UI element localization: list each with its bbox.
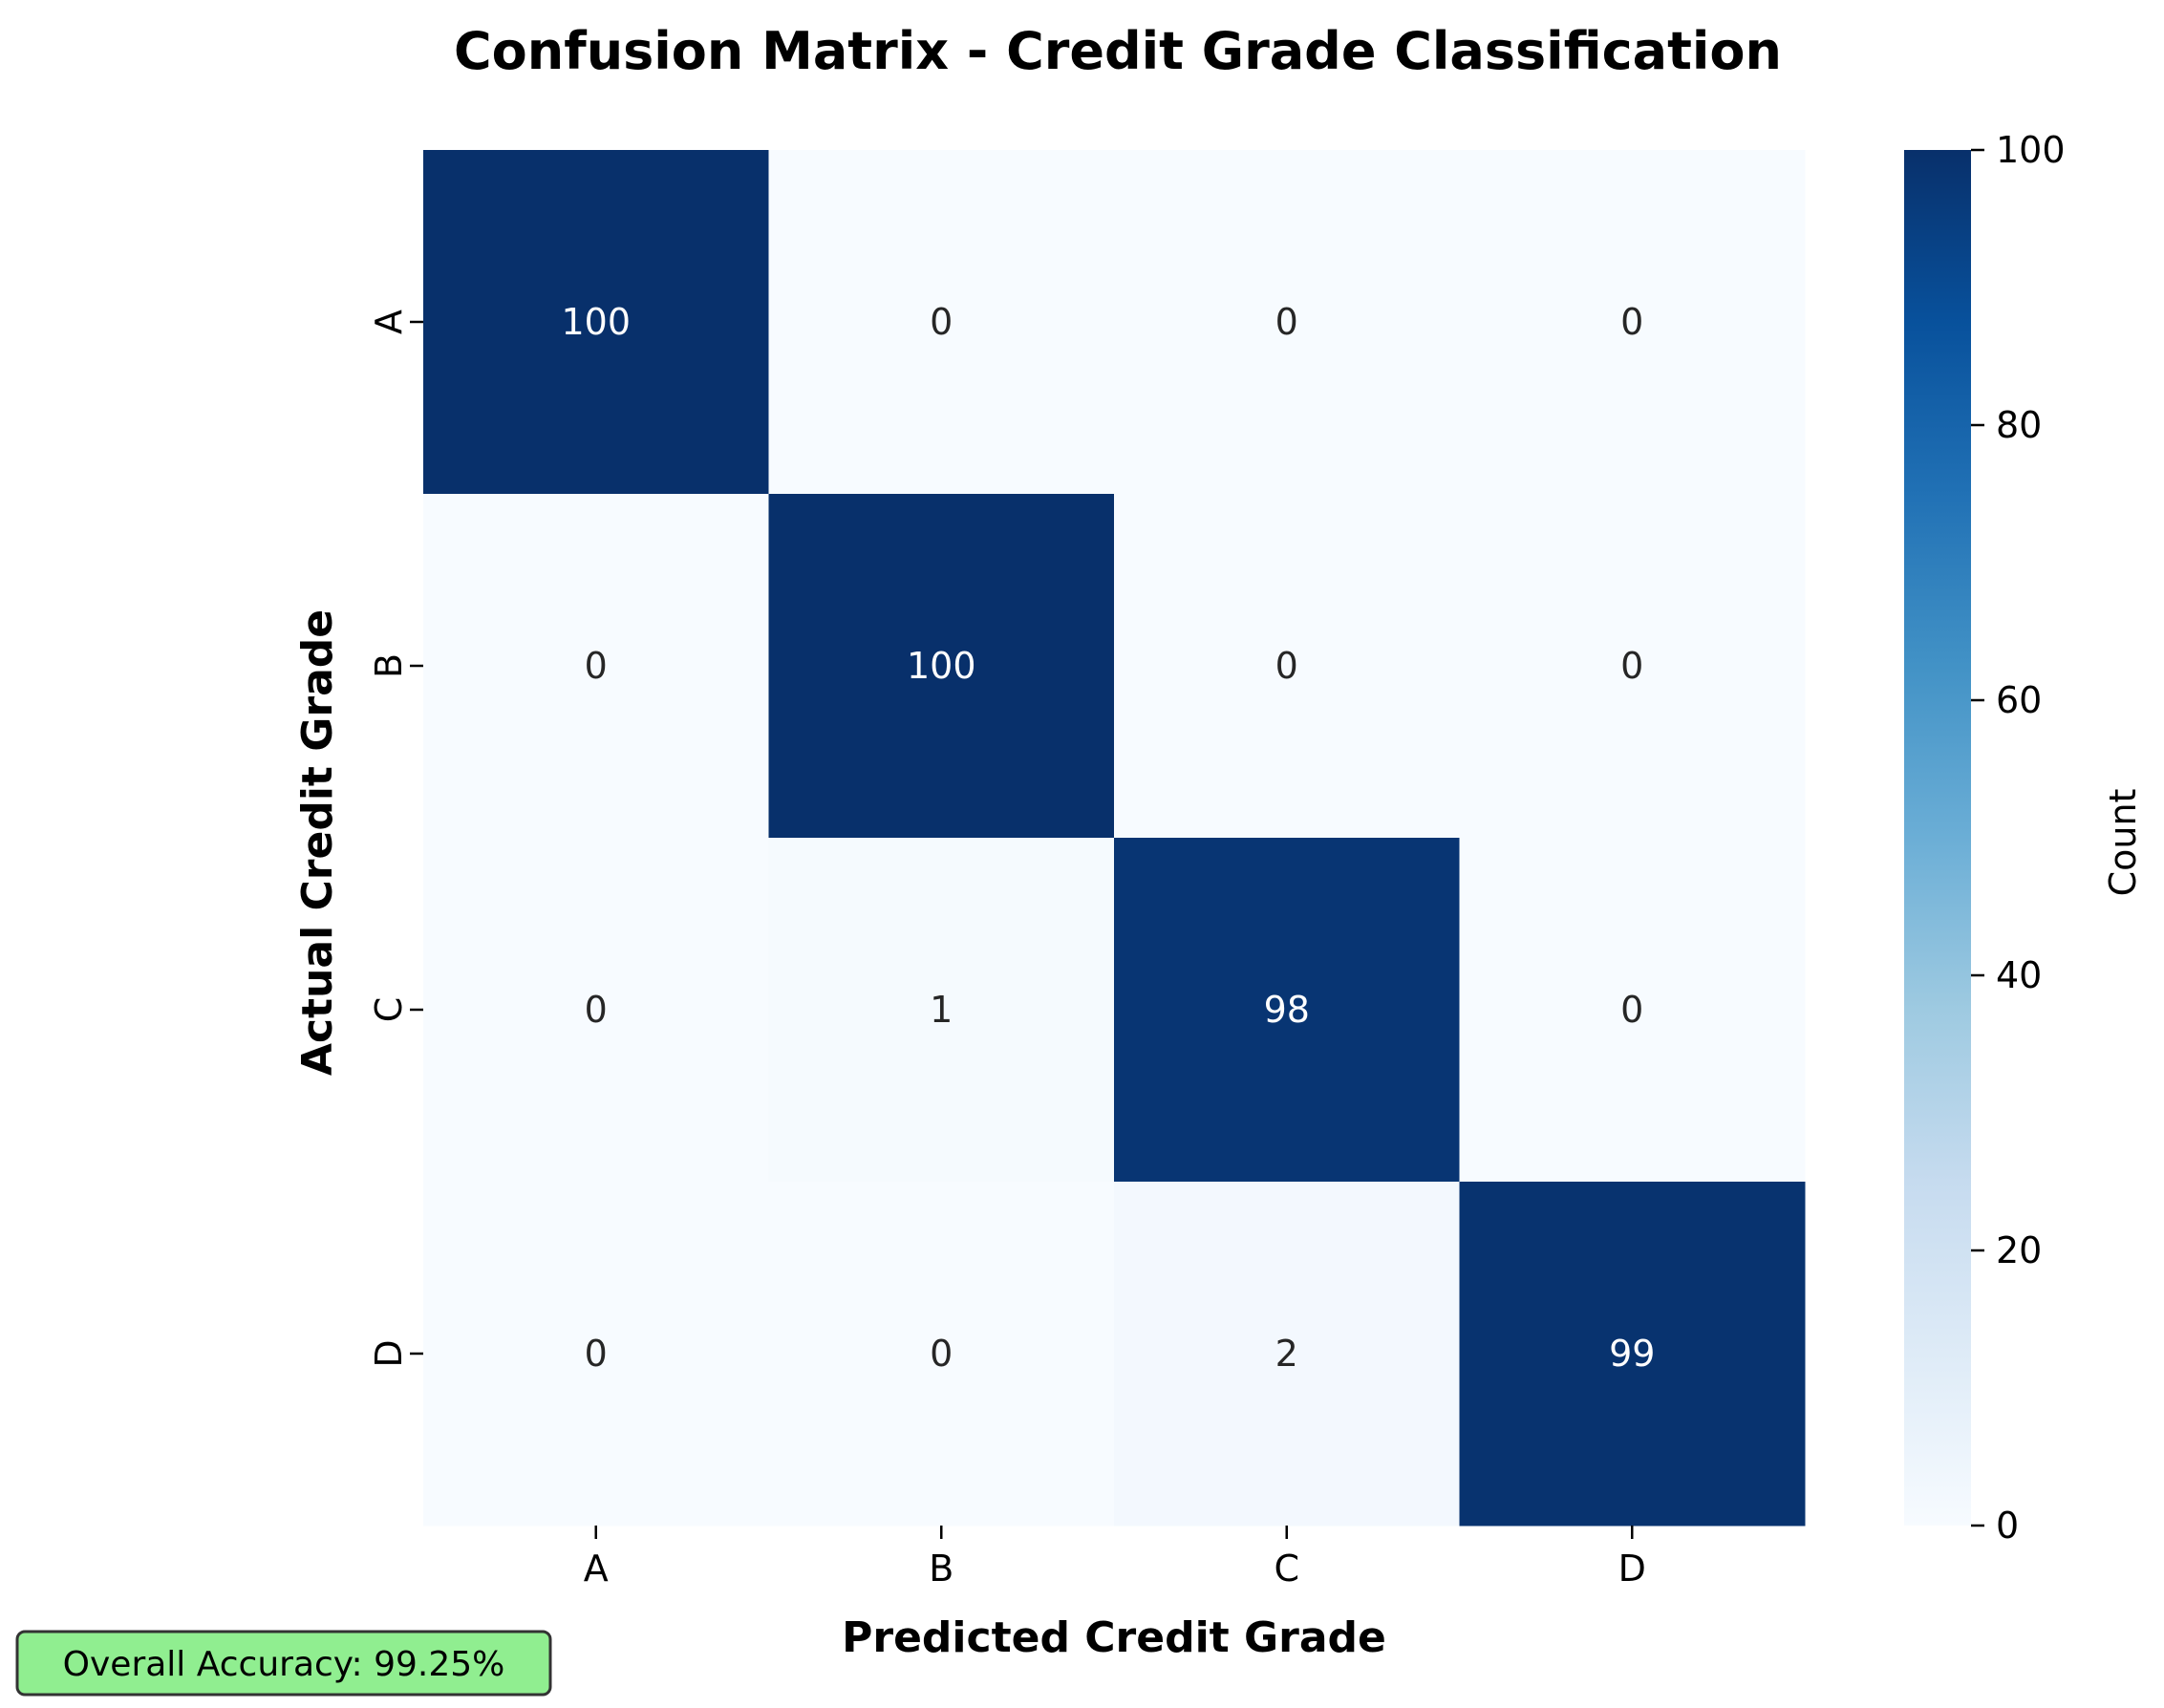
colorbar-tick-label: 20 — [1996, 1229, 2042, 1271]
cell-value-label: 100 — [561, 301, 631, 343]
heatmap-cell — [1459, 1182, 1806, 1527]
colorbar-tick-label: 0 — [1996, 1505, 2019, 1547]
cell-value-label: 0 — [585, 645, 608, 687]
cell-value-label: 1 — [930, 989, 953, 1031]
cell-value-label: 99 — [1609, 1333, 1655, 1375]
accuracy-badge-box — [15, 1630, 552, 1697]
accuracy-badge: Overall Accuracy: 99.25% — [15, 1630, 552, 1697]
heatmap-cells — [423, 150, 1806, 1527]
cell-value-label: 0 — [1275, 301, 1298, 343]
heatmap-cell — [1114, 838, 1460, 1183]
x-tick-label: D — [1618, 1548, 1646, 1590]
cell-value-label: 100 — [907, 645, 976, 687]
colorbar-tick-label: 40 — [1996, 954, 2042, 996]
y-tick-label: A — [368, 310, 410, 334]
cell-value-label: 0 — [1275, 645, 1298, 687]
x-axis-ticks: A B C D — [584, 1526, 1646, 1590]
heatmap-cell — [1459, 494, 1806, 839]
cell-value-label: 0 — [585, 989, 608, 1031]
accuracy-badge-text: Overall Accuracy: 99.25% — [63, 1645, 505, 1684]
colorbar-ticks: 0 20 40 60 80 100 — [1971, 129, 2066, 1547]
heatmap-cell — [423, 494, 769, 839]
heatmap-cell — [1114, 1182, 1460, 1527]
heatmap-cell-labels: 100 0 0 0 0 100 0 0 0 1 98 0 0 0 2 99 — [561, 301, 1655, 1375]
cell-value-label: 0 — [930, 301, 953, 343]
colorbar-tick-label: 100 — [1996, 129, 2066, 171]
x-tick-label: B — [929, 1548, 953, 1590]
cell-value-label: 0 — [1620, 301, 1643, 343]
cell-value-label: 0 — [1620, 989, 1643, 1031]
cell-value-label: 0 — [930, 1333, 953, 1375]
colorbar-tick-label: 60 — [1996, 679, 2042, 721]
y-tick-label: C — [368, 997, 410, 1023]
heatmap-cell — [423, 150, 769, 495]
cell-value-label: 98 — [1264, 989, 1310, 1031]
colorbar — [1904, 150, 1971, 1526]
heatmap-cell — [768, 494, 1115, 839]
heatmap-cell — [768, 838, 1115, 1183]
heatmap-cell — [768, 150, 1115, 495]
cell-value-label: 2 — [1275, 1333, 1298, 1375]
heatmap-cell — [1114, 494, 1460, 839]
colorbar-label: Count — [2102, 789, 2144, 897]
heatmap-cell — [1459, 838, 1806, 1183]
heatmap-cell — [423, 838, 769, 1183]
x-tick-label: C — [1274, 1548, 1299, 1590]
heatmap-cell — [423, 1182, 769, 1527]
cell-value-label: 0 — [1620, 645, 1643, 687]
x-tick-label: A — [584, 1548, 609, 1590]
cell-value-label: 0 — [585, 1333, 608, 1375]
heatmap-cell — [1459, 150, 1806, 495]
chart-title: Confusion Matrix - Credit Grade Classifi… — [454, 21, 1782, 81]
x-axis-label: Predicted Credit Grade — [842, 1613, 1386, 1662]
heatmap-cell — [1114, 150, 1460, 495]
heatmap-cell — [768, 1182, 1115, 1527]
y-axis-label: Actual Credit Grade — [293, 609, 342, 1076]
y-axis-ticks: A B C D — [368, 310, 423, 1368]
colorbar-tick-label: 80 — [1996, 404, 2042, 446]
y-tick-label: D — [368, 1339, 410, 1367]
y-tick-label: B — [368, 653, 410, 678]
